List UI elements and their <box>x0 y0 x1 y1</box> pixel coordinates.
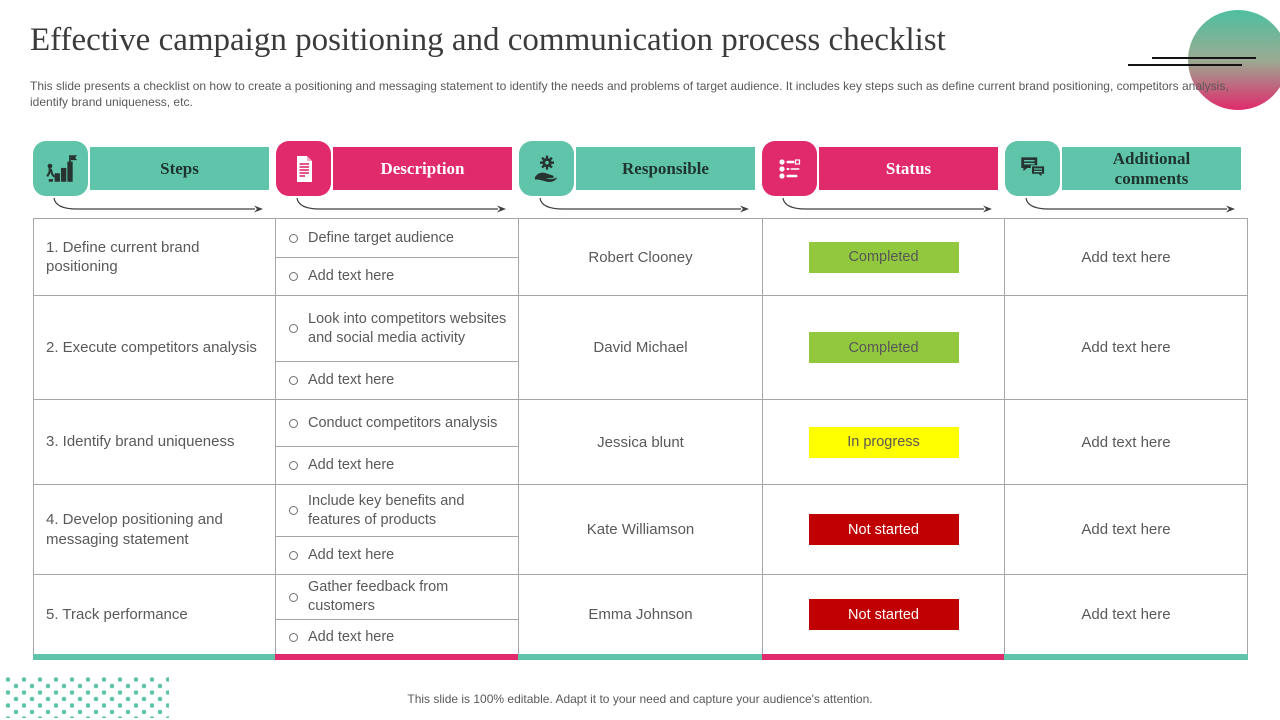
step-cell: 3. Identify brand uniqueness <box>34 400 276 484</box>
status-cell: In progress <box>763 400 1005 484</box>
status-badge: Completed <box>808 332 959 363</box>
header-column-description: Description <box>276 141 519 217</box>
comments-cell: Add text here <box>1081 521 1171 538</box>
description-item: Add text here <box>276 536 518 574</box>
header-column-responsible: Responsible <box>519 141 762 217</box>
status-cell: Not started <box>763 485 1005 574</box>
document-icon <box>276 141 331 196</box>
step-cell: 2. Execute competitors analysis <box>34 296 276 399</box>
gradient-circle-decoration <box>1188 10 1280 110</box>
connector-arrow <box>296 197 506 213</box>
slide-subtitle: This slide presents a checklist on how t… <box>30 79 1229 110</box>
checklist-icon <box>762 141 817 196</box>
step-cell: 4. Develop positioning and messaging sta… <box>34 485 276 574</box>
decoration-line <box>1128 64 1242 66</box>
connector-arrow <box>539 197 749 213</box>
connector-arrow <box>1025 197 1235 213</box>
description-cell: Look into competitors websites and socia… <box>276 296 519 399</box>
page-title: Effective campaign positioning and commu… <box>30 22 946 58</box>
description-item: Add text here <box>276 361 518 399</box>
footer-note: This slide is 100% editable. Adapt it to… <box>407 692 873 706</box>
column-header-responsible: Responsible <box>576 147 755 190</box>
column-accent-strip <box>762 654 1004 660</box>
table-row: 4. Develop positioning and messaging sta… <box>34 485 1247 575</box>
responsible-cell: Robert Clooney <box>519 219 763 295</box>
table-header-row: Steps Description <box>33 141 1248 217</box>
bullet-icon <box>289 632 298 642</box>
table-row: 5. Track performance Gather feedback fro… <box>34 575 1247 655</box>
step-cell: 1. Define current brand positioning <box>34 219 276 295</box>
connector-arrow <box>782 197 992 213</box>
column-accent-strip <box>275 654 518 660</box>
bullet-icon <box>289 376 298 385</box>
column-header-additional-comments: Additional comments <box>1062 147 1241 190</box>
status-cell: Not started <box>763 575 1005 654</box>
column-header-steps: Steps <box>90 147 269 190</box>
bullet-icon <box>289 233 298 243</box>
bullet-icon <box>289 461 298 470</box>
comments-cell: Add text here <box>1081 433 1171 451</box>
description-item: Add text here <box>276 257 518 295</box>
description-cell: Define target audience Add text here <box>276 219 519 295</box>
comments-cell: Add text here <box>1081 248 1171 266</box>
column-header-status: Status <box>819 147 998 190</box>
column-accent-strip <box>33 654 275 660</box>
responsible-cell: Jessica blunt <box>519 400 763 484</box>
status-badge: Not started <box>808 599 959 630</box>
bullet-icon <box>289 592 298 602</box>
steps-icon <box>33 141 88 196</box>
status-badge: In progress <box>808 426 959 458</box>
description-item: Conduct competitors analysis <box>276 400 518 446</box>
description-cell: Include key benefits and features of pro… <box>276 485 519 574</box>
description-item: Include key benefits and features of pro… <box>276 485 518 536</box>
dots-pattern <box>4 676 169 718</box>
bullet-icon <box>289 506 298 515</box>
description-item: Define target audience <box>276 219 518 257</box>
description-cell: Gather feedback from customers Add text … <box>276 575 519 654</box>
comments-cell: Add text here <box>1081 339 1171 356</box>
responsible-cell: David Michael <box>519 296 763 399</box>
status-cell: Completed <box>763 296 1005 399</box>
description-item: Add text here <box>276 446 518 484</box>
connector-arrow <box>53 197 263 213</box>
column-accent-strip <box>518 654 762 660</box>
description-item: Gather feedback from customers <box>276 575 518 619</box>
header-column-status: Status <box>762 141 1005 217</box>
bullet-icon <box>289 272 298 281</box>
comments-cell: Add text here <box>1081 606 1171 623</box>
column-accent-strip <box>1004 654 1248 660</box>
header-column-additional-comments: Additional comments <box>1005 141 1248 217</box>
table-row: 1. Define current brand positioning Defi… <box>34 219 1247 296</box>
checklist-table: 1. Define current brand positioning Defi… <box>33 218 1248 655</box>
status-cell: Completed <box>763 219 1005 295</box>
decoration-line <box>1152 57 1256 59</box>
bullet-icon <box>289 551 298 560</box>
table-row: 2. Execute competitors analysis Look int… <box>34 296 1247 400</box>
column-header-description: Description <box>333 147 512 190</box>
chat-bubbles-icon <box>1005 141 1060 196</box>
responsible-cell: Kate Williamson <box>519 485 763 574</box>
header-column-steps: Steps <box>33 141 276 217</box>
description-item: Look into competitors websites and socia… <box>276 296 518 361</box>
bullet-icon <box>289 418 298 428</box>
table-row: 3. Identify brand uniqueness Conduct com… <box>34 400 1247 485</box>
description-item: Add text here <box>276 619 518 654</box>
status-badge: Completed <box>808 241 959 273</box>
step-cell: 5. Track performance <box>34 575 276 654</box>
hand-gear-icon <box>519 141 574 196</box>
description-cell: Conduct competitors analysis Add text he… <box>276 400 519 484</box>
responsible-cell: Emma Johnson <box>519 575 763 654</box>
bullet-icon <box>289 324 298 333</box>
status-badge: Not started <box>808 514 959 545</box>
column-accent-strips <box>33 654 1248 660</box>
